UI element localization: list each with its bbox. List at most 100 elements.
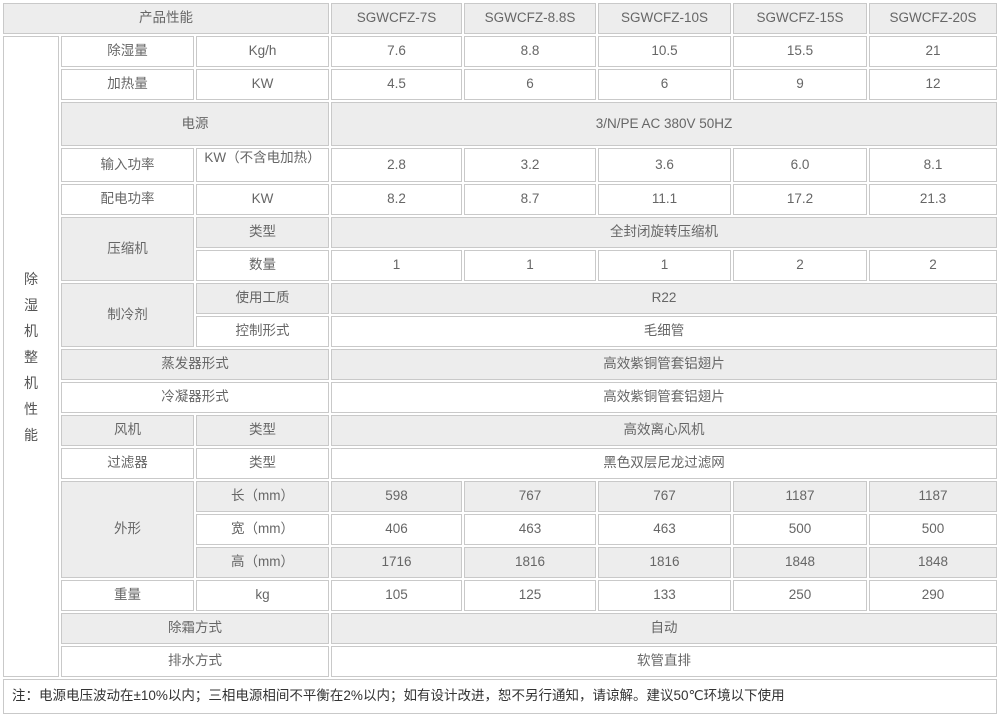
unit-cell: KW: [196, 69, 329, 100]
value-cell: 767: [598, 481, 731, 512]
value-cell: 598: [331, 481, 462, 512]
value-cell: 8.2: [331, 184, 462, 215]
value-cell: 1: [331, 250, 462, 281]
table-row: 数量 1 1 1 2 2: [3, 250, 997, 281]
row-label-refrigerant: 制冷剂: [61, 283, 194, 347]
value-cell: 1848: [733, 547, 867, 578]
value-cell: 9: [733, 69, 867, 100]
row-label-condenser-form: 冷凝器形式: [61, 382, 329, 413]
value-cell: 1187: [869, 481, 997, 512]
row-label-drainage-mode: 排水方式: [61, 646, 329, 677]
value-cell: 2: [733, 250, 867, 281]
value-cell: 8.8: [464, 36, 596, 67]
value-cell: 21.3: [869, 184, 997, 215]
table-row: 输入功率 KW（不含电加热） 2.8 3.2 3.6 6.0 8.1: [3, 148, 997, 182]
sub-label-type: 类型: [196, 415, 329, 446]
value-cell: 767: [464, 481, 596, 512]
header-model-20s: SGWCFZ-20S: [869, 3, 997, 34]
sub-label-quantity: 数量: [196, 250, 329, 281]
unit-cell: KW（不含电加热）: [196, 148, 329, 182]
value-cell: 自动: [331, 613, 997, 644]
row-label-compressor: 压缩机: [61, 217, 194, 281]
value-cell: R22: [331, 283, 997, 314]
sub-label-length: 长（mm）: [196, 481, 329, 512]
row-label-power-supply: 电源: [61, 102, 329, 146]
value-cell: 软管直排: [331, 646, 997, 677]
value-cell: 105: [331, 580, 462, 611]
value-cell: 17.2: [733, 184, 867, 215]
table-row: 加热量 KW 4.5 6 6 9 12: [3, 69, 997, 100]
table-row: 过滤器 类型 黑色双层尼龙过滤网: [3, 448, 997, 479]
value-cell: 2: [869, 250, 997, 281]
value-cell: 290: [869, 580, 997, 611]
value-cell: 黑色双层尼龙过滤网: [331, 448, 997, 479]
table-row: 风机 类型 高效离心风机: [3, 415, 997, 446]
value-cell: 8.7: [464, 184, 596, 215]
row-label-defrost-mode: 除霜方式: [61, 613, 329, 644]
value-cell: 10.5: [598, 36, 731, 67]
unit-cell: Kg/h: [196, 36, 329, 67]
row-label-dehumidifying-capacity: 除湿量: [61, 36, 194, 67]
value-cell: 8.1: [869, 148, 997, 182]
row-label-distribution-power: 配电功率: [61, 184, 194, 215]
value-cell: 2.8: [331, 148, 462, 182]
table-row: 外形 长（mm） 598 767 767 1187 1187: [3, 481, 997, 578]
table-row: 注：电源电压波动在±10%以内；三相电源相间不平衡在2%以内；如有设计改进，恕不…: [3, 679, 997, 714]
table-row: 宽（mm） 406 463 463 500 500: [3, 514, 997, 545]
value-cell: 4.5: [331, 69, 462, 100]
value-cell: 406: [331, 514, 462, 545]
value-cell: 6.0: [733, 148, 867, 182]
header-model-15s: SGWCFZ-15S: [733, 3, 867, 34]
value-cell: 1816: [598, 547, 731, 578]
sub-label-width: 宽（mm）: [196, 514, 329, 545]
value-cell: 6: [464, 69, 596, 100]
value-cell: 250: [733, 580, 867, 611]
value-cell: 1187: [733, 481, 867, 512]
value-cell: 15.5: [733, 36, 867, 67]
unit-cell: KW: [196, 184, 329, 215]
table-row: 除湿机整机性能 除湿量 Kg/h 7.6 8.8 10.5 15.5 21: [3, 36, 997, 677]
value-cell: 500: [869, 514, 997, 545]
row-label-input-power: 输入功率: [61, 148, 194, 182]
unit-cell: kg: [196, 580, 329, 611]
value-cell: 11.1: [598, 184, 731, 215]
table-row: 除霜方式 自动: [3, 613, 997, 644]
clipped-unit-text: KW（不含电加热）: [204, 150, 321, 165]
side-label-overall-performance: 除湿机整机性能: [3, 36, 59, 677]
row-label-fan: 风机: [61, 415, 194, 446]
spec-table-body: 产品性能 SGWCFZ-7S SGWCFZ-8.8S SGWCFZ-10S SGWCFZ…: [3, 3, 997, 714]
table-row: 冷凝器形式 高效紫铜管套铝翅片: [3, 382, 997, 413]
value-cell: 500: [733, 514, 867, 545]
row-label-weight: 重量: [61, 580, 194, 611]
header-product-performance: 产品性能: [3, 3, 329, 34]
table-row: 重量 kg 105 125 133 250 290: [3, 580, 997, 611]
value-cell: 1716: [331, 547, 462, 578]
table-row: 高（mm） 1716 1816 1816 1848 1848: [3, 547, 997, 578]
value-cell: 6: [598, 69, 731, 100]
value-cell: 1816: [464, 547, 596, 578]
value-cell: 3/N/PE AC 380V 50HZ: [331, 102, 997, 146]
sub-label-type: 类型: [196, 217, 329, 248]
value-cell: 全封闭旋转压缩机: [331, 217, 997, 248]
table-row: 配电功率 KW 8.2 8.7 11.1 17.2 21.3: [3, 184, 997, 215]
row-label-evaporator-form: 蒸发器形式: [61, 349, 329, 380]
row-label-heating-capacity: 加热量: [61, 69, 194, 100]
header-model-7s: SGWCFZ-7S: [331, 3, 462, 34]
value-cell: 3.6: [598, 148, 731, 182]
value-cell: 7.6: [331, 36, 462, 67]
value-cell: 12: [869, 69, 997, 100]
header-model-10s: SGWCFZ-10S: [598, 3, 731, 34]
sub-label-working-fluid: 使用工质: [196, 283, 329, 314]
row-label-filter: 过滤器: [61, 448, 194, 479]
value-cell: 463: [598, 514, 731, 545]
sub-label-type: 类型: [196, 448, 329, 479]
value-cell: 1848: [869, 547, 997, 578]
sub-label-control-form: 控制形式: [196, 316, 329, 347]
value-cell: 1: [464, 250, 596, 281]
side-label-text: 除湿机整机性能: [24, 270, 38, 443]
value-cell: 21: [869, 36, 997, 67]
value-cell: 125: [464, 580, 596, 611]
value-cell: 高效紫铜管套铝翅片: [331, 382, 997, 413]
